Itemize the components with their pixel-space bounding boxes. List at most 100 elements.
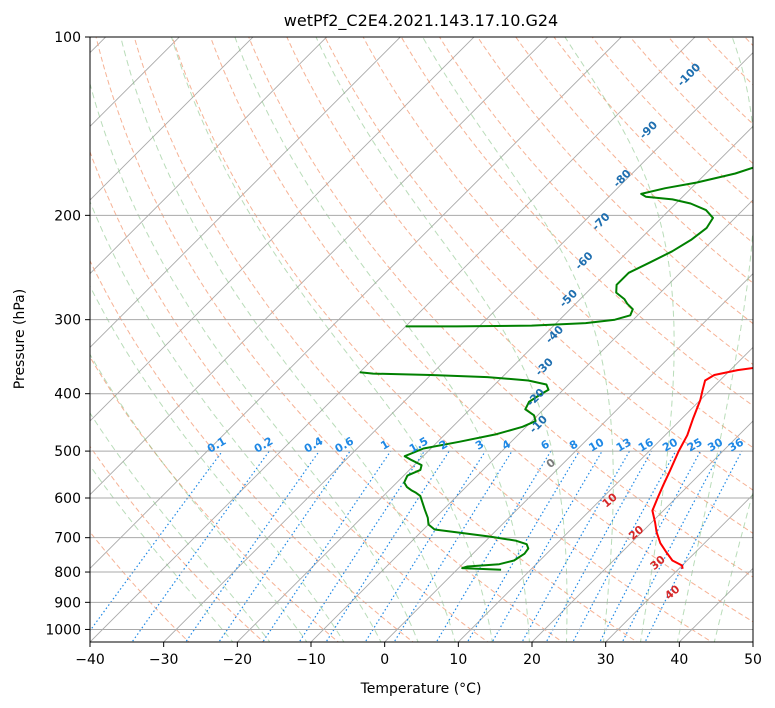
moist-adiabat-label: -60: [572, 249, 595, 272]
isotherm-line: [90, 37, 696, 642]
background-lines: [90, 24, 775, 645]
isotherm-line: [678, 567, 753, 642]
moist-adiabat-line: [90, 81, 419, 642]
x-tick-label: 50: [744, 652, 762, 668]
moist-adiabat-line: [564, 37, 675, 642]
y-tick-label: 800: [54, 565, 81, 581]
isotherm-line: [236, 125, 753, 642]
mixing-ratio-label: 0.2: [252, 435, 275, 456]
moist-adiabat-label: -100: [675, 60, 704, 89]
dry-adiabat-line: [95, 37, 564, 642]
isotherm-line: [457, 346, 753, 642]
isotherm-line: [90, 37, 549, 496]
mixing-ratio-label: 6: [539, 437, 552, 452]
dry-adiabat-line: [553, 37, 753, 244]
mixing-ratio-label: 16: [636, 435, 656, 454]
mixing-ratio-line: [644, 450, 743, 642]
dry-adiabat-label: 10: [600, 490, 620, 510]
x-tick-label: 20: [523, 652, 541, 668]
isotherm-line: [752, 641, 753, 642]
y-axis-ticks: 100 200 300 400 500 600 700 800 900 1000: [45, 30, 90, 638]
x-tick-label: 30: [597, 652, 615, 668]
mixing-ratio-label: 2: [437, 438, 450, 453]
dry-adiabat-label: 30: [648, 553, 668, 573]
x-tick-label: 40: [670, 652, 688, 668]
dry-adiabat-line: [591, 37, 753, 204]
mixing-ratio-label: 4: [500, 437, 513, 452]
mixing-ratio-label: 36: [726, 435, 746, 454]
dry-adiabat-line: [400, 37, 753, 407]
x-tick-label: 0: [380, 652, 389, 668]
dry-adiabat-line: [248, 37, 753, 578]
dewpoint-profile: [359, 371, 550, 571]
dry-adiabat-line: [209, 37, 753, 623]
y-tick-label: 700: [54, 531, 81, 547]
dry-adiabat-line: [438, 37, 753, 366]
moist-adiabat-label: -10: [527, 412, 550, 435]
moist-adiabat-line: [90, 412, 271, 642]
dry-adiabat-line: [286, 37, 753, 534]
y-tick-label: 900: [54, 595, 81, 611]
isotherm-line: [90, 37, 328, 275]
y-tick-label: 200: [54, 208, 81, 224]
moist-adiabat-label: -70: [589, 210, 612, 233]
dry-adiabat-line: [744, 37, 753, 47]
mixing-ratio-line: [545, 450, 653, 642]
dry-adiabat-line: [133, 37, 638, 642]
line-labels: 0.1 0.2 0.4 0.6 1 1.5 2 3 4 6 8 10 13 16 20 25 30 36-100-…: [205, 60, 746, 602]
moist-adiabat-line: [315, 37, 568, 642]
plot-frame: [89, 36, 754, 643]
dry-adiabat-line: [90, 356, 340, 642]
dry-adiabat-line: [667, 37, 753, 125]
isotherm-line: [605, 494, 753, 642]
mixing-ratio-label: 0.1: [205, 435, 228, 456]
mixing-ratio-line: [298, 450, 425, 642]
temperature-profile: [651, 366, 753, 569]
mixing-ratio-line: [364, 450, 486, 642]
mixing-ratio-label: 25: [685, 436, 705, 455]
chart-title: wetPf2_C2E4.2021.143.17.10.G24: [284, 11, 558, 31]
isotherm-line: [90, 37, 180, 127]
mixing-ratio-label: 13: [614, 436, 634, 455]
x-tick-label: 10: [449, 652, 467, 668]
y-tick-label: 1000: [45, 622, 81, 638]
y-tick-label: 300: [54, 313, 81, 329]
dry-adiabat-line: [90, 445, 265, 642]
y-tick-label: 600: [54, 491, 81, 507]
mixing-ratio-label: 10: [587, 435, 607, 454]
dewpoint-profile: [405, 166, 753, 328]
isotherm-line: [384, 273, 753, 642]
isotherm-line: [310, 199, 753, 642]
y-tick-label: 400: [54, 387, 81, 403]
pressure-gridlines: [90, 36, 753, 630]
dry-adiabat-line: [770, 24, 775, 645]
mixing-ratio-line: [572, 450, 677, 642]
mixing-ratio-line: [435, 450, 552, 642]
dry-adiabat-line: [90, 531, 190, 642]
mixing-ratio-line: [599, 450, 702, 642]
moist-adiabat-line: [422, 37, 614, 642]
moist-adiabat-line: [90, 353, 308, 642]
mixing-ratio-label: 8: [567, 438, 580, 453]
y-tick-label: 500: [54, 444, 81, 460]
dry-adiabat-line: [705, 37, 753, 86]
profile-series: [359, 166, 753, 571]
mixing-ratio-line: [621, 450, 722, 642]
moist-adiabat-label: -80: [611, 167, 634, 190]
moist-adiabat-line: [713, 490, 753, 642]
mixing-ratio-line: [521, 450, 631, 642]
x-tick-label: −20: [223, 652, 253, 668]
mixing-ratio-line: [491, 450, 603, 642]
moist-adiabat-line: [90, 464, 234, 642]
x-axis-ticks: −40 −30 −20 −10 0 10 20 30 40 50: [75, 642, 762, 668]
isotherm-line: [90, 37, 254, 201]
moist-adiabat-line: [90, 200, 382, 642]
mixing-ratio-line: [325, 450, 450, 642]
isotherm-line: [531, 420, 753, 642]
mixing-ratio-line: [466, 450, 580, 642]
mixing-ratio-line: [185, 450, 320, 642]
mixing-ratio-label: 20: [660, 435, 680, 454]
x-tick-label: −30: [149, 652, 179, 668]
isotherm-line: [90, 37, 475, 422]
